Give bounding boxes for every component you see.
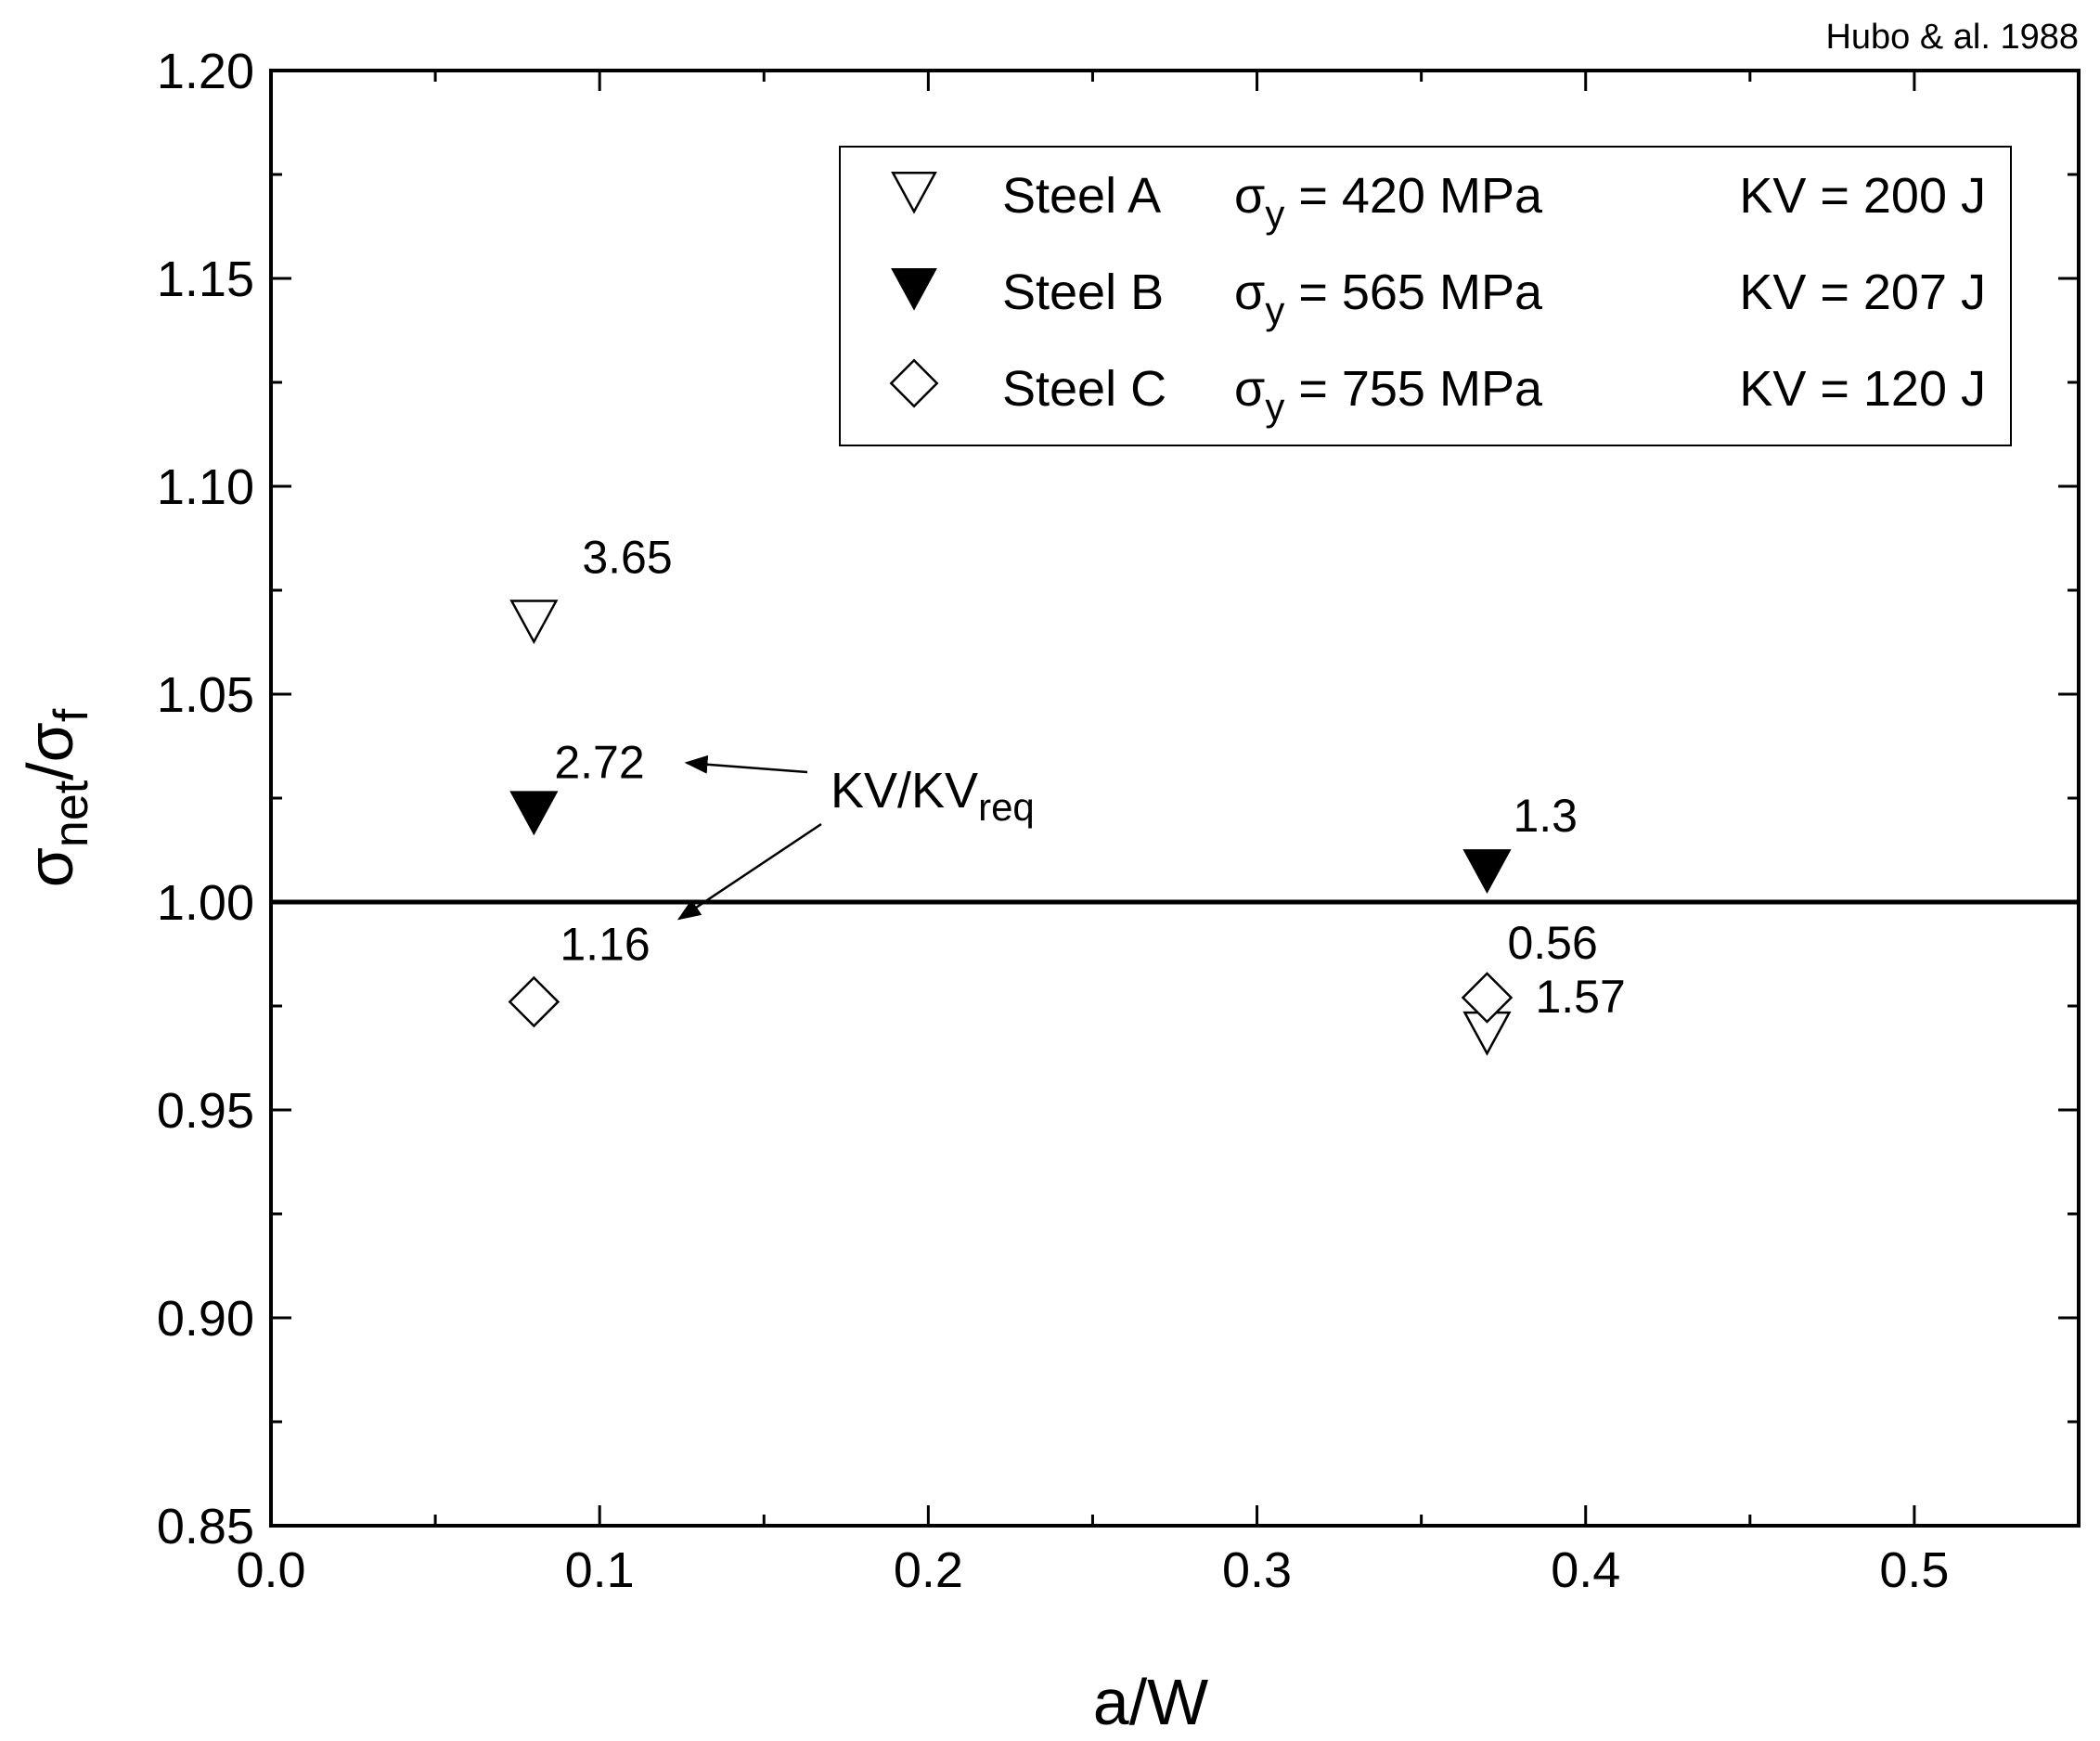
y-tick-labels: 0.85 0.90 0.95 1.00 1.05 1.10 1.15 1.20: [157, 44, 254, 1554]
point-label: 1.57: [1535, 971, 1625, 1023]
y-tick-label: 1.05: [157, 667, 254, 723]
data-point: [509, 791, 559, 836]
legend-yield: σy = 755 MPa: [1234, 361, 1543, 429]
y-tick-label: 1.20: [157, 44, 254, 99]
data-point: [1462, 849, 1512, 894]
point-labels: 3.65 1.57 2.72 1.3 1.16 0.56: [554, 531, 1625, 1023]
legend-marker: [891, 171, 937, 214]
y-tick-label: 0.95: [157, 1083, 254, 1139]
x-tick-label: 0.2: [894, 1542, 963, 1598]
y-tick-label: 1.15: [157, 251, 254, 307]
point-label: 2.72: [554, 736, 644, 788]
x-tick-label: 0.4: [1551, 1542, 1620, 1598]
annotation: KV/KVreq: [676, 754, 1035, 921]
axis-ticks: [269, 69, 2081, 1528]
point-label: 1.3: [1513, 790, 1578, 842]
legend-box: [839, 146, 2012, 446]
legend-marker: [889, 358, 939, 408]
y-axis-title: σnet/σf: [14, 708, 98, 887]
credit-label: Hubo & al. 1988: [1825, 18, 2079, 57]
annotation-arrow-upper: [684, 754, 808, 774]
data-point: [508, 975, 560, 1028]
point-label: 0.56: [1507, 917, 1597, 969]
legend-kv: KV = 200 J: [1739, 168, 1986, 224]
legend-steel: Steel B: [1002, 264, 1164, 320]
x-tick-label: 0.3: [1222, 1542, 1292, 1598]
x-axis-title: a/W: [1093, 1666, 1208, 1738]
point-label: 3.65: [582, 531, 672, 583]
legend-kv: KV = 207 J: [1739, 264, 1986, 320]
data-markers: [508, 600, 1514, 1056]
legend: Steel A σy = 420 MPa KV = 200 J Steel B σy =…: [839, 146, 2012, 446]
y-tick-label: 1.00: [157, 875, 254, 931]
x-tick-labels: 0.0 0.1 0.2 0.3 0.4 0.5: [236, 1542, 1949, 1598]
legend-yield: σy = 420 MPa: [1234, 168, 1543, 236]
point-label: 1.16: [560, 919, 650, 971]
y-tick-label: 0.90: [157, 1291, 254, 1347]
y-tick-label: 1.10: [157, 459, 254, 515]
legend-steel: Steel A: [1002, 168, 1161, 224]
annotation-text: KV/KVreq: [831, 763, 1035, 829]
y-tick-label: 0.85: [157, 1499, 254, 1554]
data-point: [509, 600, 559, 645]
annotation-arrow-lower: [676, 822, 822, 921]
legend-steel: Steel C: [1002, 361, 1166, 417]
x-tick-label: 0.0: [236, 1542, 305, 1598]
legend-kv: KV = 120 J: [1739, 361, 1986, 417]
data-point: [1461, 972, 1514, 1024]
x-tick-label: 0.1: [565, 1542, 635, 1598]
legend-marker: [891, 267, 937, 311]
x-tick-label: 0.5: [1879, 1542, 1949, 1598]
legend-yield: σy = 565 MPa: [1234, 264, 1543, 332]
